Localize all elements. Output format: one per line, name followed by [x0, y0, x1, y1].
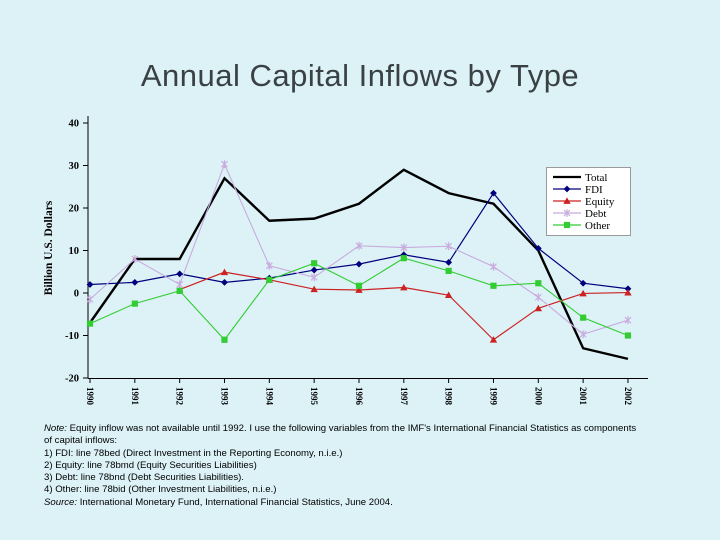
note-line: 3) Debt: line 78bnd (Debt Securities Lia… [44, 472, 244, 484]
debt-line-swatch [552, 205, 582, 223]
legend-item-other: Other [552, 220, 628, 232]
legend-item-equity: Equity [552, 196, 628, 208]
axes [83, 116, 648, 383]
svg-text:2000: 2000 [533, 387, 543, 406]
svg-text:1994: 1994 [264, 387, 274, 406]
series-debt [86, 160, 632, 339]
legend-label: Total [585, 172, 608, 184]
note-line: 1) FDI: line 78bed (Direct Investment in… [44, 447, 343, 459]
svg-text:1996: 1996 [354, 387, 364, 406]
svg-text:1991: 1991 [130, 387, 140, 406]
svg-text:1997: 1997 [399, 387, 409, 406]
footnotes: Note: Equity inflow was not available un… [44, 423, 704, 509]
legend-label: Equity [585, 196, 615, 208]
svg-text:1990: 1990 [85, 387, 95, 406]
series-other [86, 255, 632, 343]
total-line-swatch [552, 169, 582, 187]
note-line: Note: Equity inflow was not available un… [44, 423, 637, 434]
chart-legend: Total FDI Equity Debt Other [546, 167, 631, 236]
svg-text:0: 0 [74, 289, 79, 300]
legend-item-debt: Debt [552, 208, 628, 220]
svg-text:2002: 2002 [623, 387, 633, 406]
note-line: 4) Other: line 78bid (Other Investment L… [44, 484, 277, 496]
note-line: of capital inflows: [44, 435, 118, 447]
svg-text:1992: 1992 [175, 387, 185, 406]
svg-text:1999: 1999 [488, 387, 498, 406]
other-line-swatch [552, 217, 582, 235]
equity-line-swatch [552, 193, 582, 211]
y-axis-title: Billion U.S. Dollars [43, 200, 55, 295]
legend-label: FDI [585, 184, 603, 196]
series-fdi [86, 189, 632, 293]
legend-item-total: Total [552, 172, 628, 184]
svg-text:-20: -20 [65, 374, 79, 385]
svg-text:1993: 1993 [219, 387, 229, 406]
svg-text:10: 10 [69, 246, 80, 257]
legend-item-fdi: FDI [552, 184, 628, 196]
chart-title: Annual Capital Inflows by Type [140, 58, 580, 93]
svg-text:-10: -10 [65, 331, 79, 342]
axis-tick-labels: 40 30 20 10 0 -10 -20 1990 1991 1992 1993 1994 1995 1… [65, 119, 633, 406]
legend-label: Other [585, 220, 611, 232]
capital-inflows-line-chart: 40 30 20 10 0 -10 -20 1990 1991 1992 1993 1994 1995 1… [43, 116, 648, 406]
note-line: Source: International Monetary Fund, Int… [44, 496, 393, 508]
fdi-line-swatch [552, 181, 582, 199]
svg-text:1998: 1998 [444, 387, 454, 406]
note-line: 2) Equity: line 78bmd (Equity Securities… [44, 459, 257, 471]
svg-text:1995: 1995 [309, 387, 319, 406]
svg-text:40: 40 [69, 119, 80, 130]
svg-text:2001: 2001 [578, 387, 588, 406]
svg-text:20: 20 [69, 204, 80, 215]
legend-label: Debt [585, 208, 607, 220]
svg-text:30: 30 [69, 161, 80, 172]
